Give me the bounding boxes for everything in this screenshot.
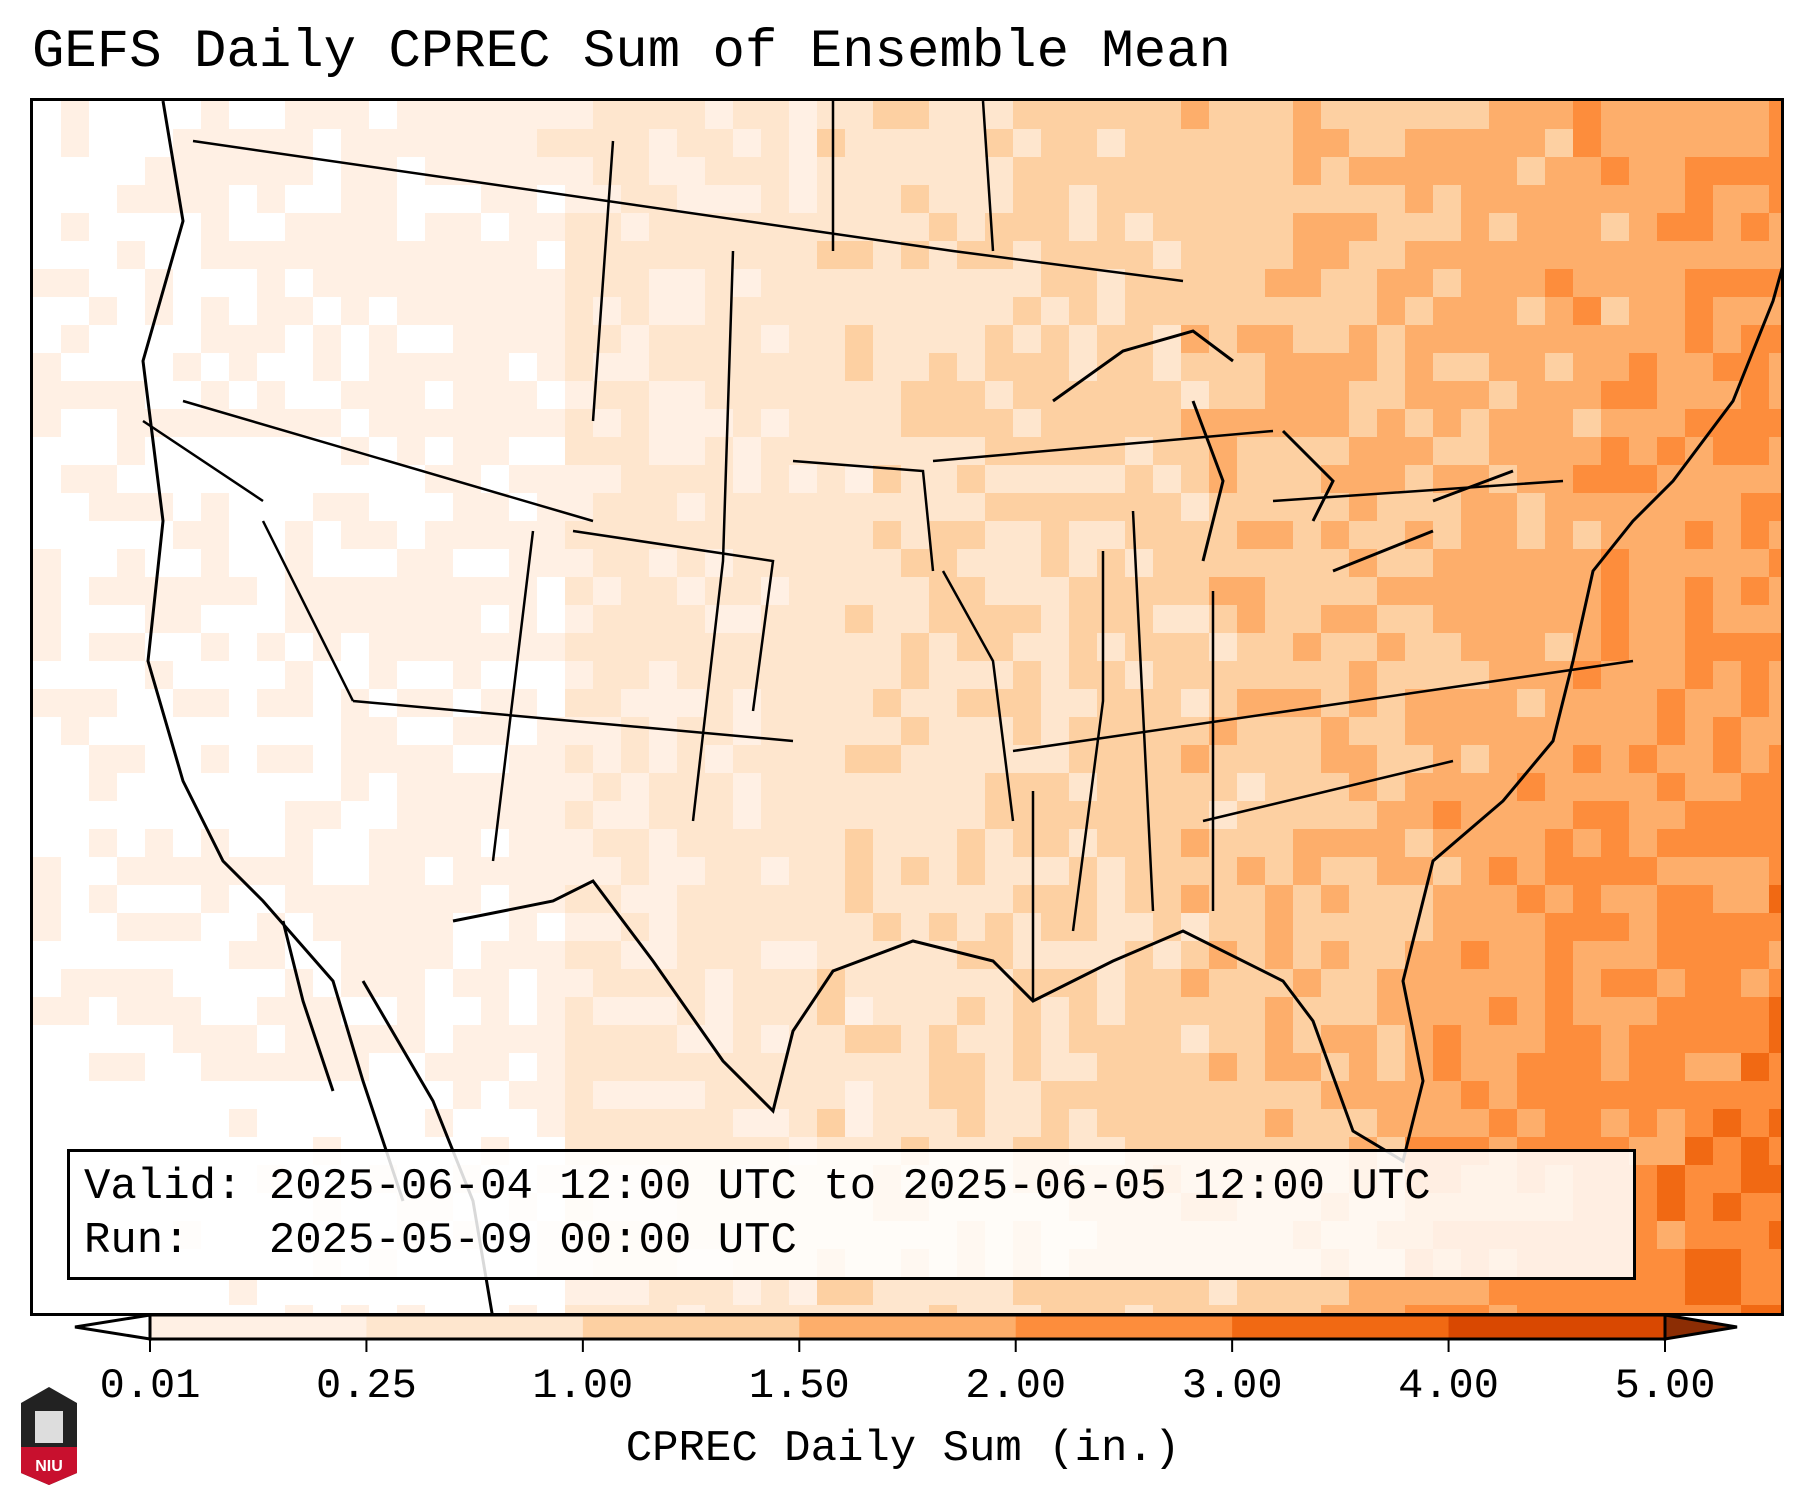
precipitation-map [30, 98, 1784, 1316]
colorbar-segment [582, 1315, 801, 1339]
colorbar-tick-label: 3.00 [1181, 1362, 1283, 1410]
colorbar-segment [150, 1315, 368, 1339]
colorbar [74, 1313, 1738, 1352]
svg-text:NIU: NIU [35, 1458, 63, 1475]
map-canvas [33, 101, 1781, 1313]
validity-info-box: Valid: 2025-06-04 12:00 UTC to 2025-06-0… [67, 1149, 1636, 1280]
run-time-text: Run: 2025-05-09 00:00 UTC [84, 1216, 797, 1266]
colorbar-tick-label: 0.25 [316, 1362, 417, 1410]
colorbar-over-triangle [1663, 1313, 1738, 1341]
valid-time-text: Valid: 2025-06-04 12:00 UTC to 2025-06-0… [84, 1162, 1431, 1212]
us-coastline-outline [141, 101, 1781, 1313]
colorbar-tick-label: 0.01 [99, 1362, 201, 1410]
state-borders [142, 101, 1634, 1001]
great-lakes [1052, 329, 1514, 573]
colorbar-tick-label: 2.00 [965, 1362, 1067, 1410]
colorbar-segment [366, 1315, 584, 1339]
precip-grid [33, 101, 1781, 1313]
niu-logo: NIU [21, 1387, 77, 1485]
colorbar-segment [1015, 1315, 1234, 1339]
chart-title: GEFS Daily CPREC Sum of Ensemble Mean [32, 22, 1231, 83]
colorbar-tick-label: 5.00 [1614, 1362, 1716, 1410]
colorbar-tick-label: 1.50 [748, 1362, 850, 1410]
colorbar-tick-label: 4.00 [1398, 1362, 1499, 1410]
colorbar-label: CPREC Daily Sum (in.) [625, 1424, 1181, 1474]
colorbar-frame [148, 1313, 1667, 1341]
colorbar-segment [799, 1315, 1017, 1339]
colorbar-segment [1232, 1315, 1450, 1339]
colorbar-segment [1448, 1315, 1666, 1339]
colorbar-tick-label: 1.00 [532, 1362, 634, 1410]
colorbar-under-triangle [74, 1313, 152, 1341]
